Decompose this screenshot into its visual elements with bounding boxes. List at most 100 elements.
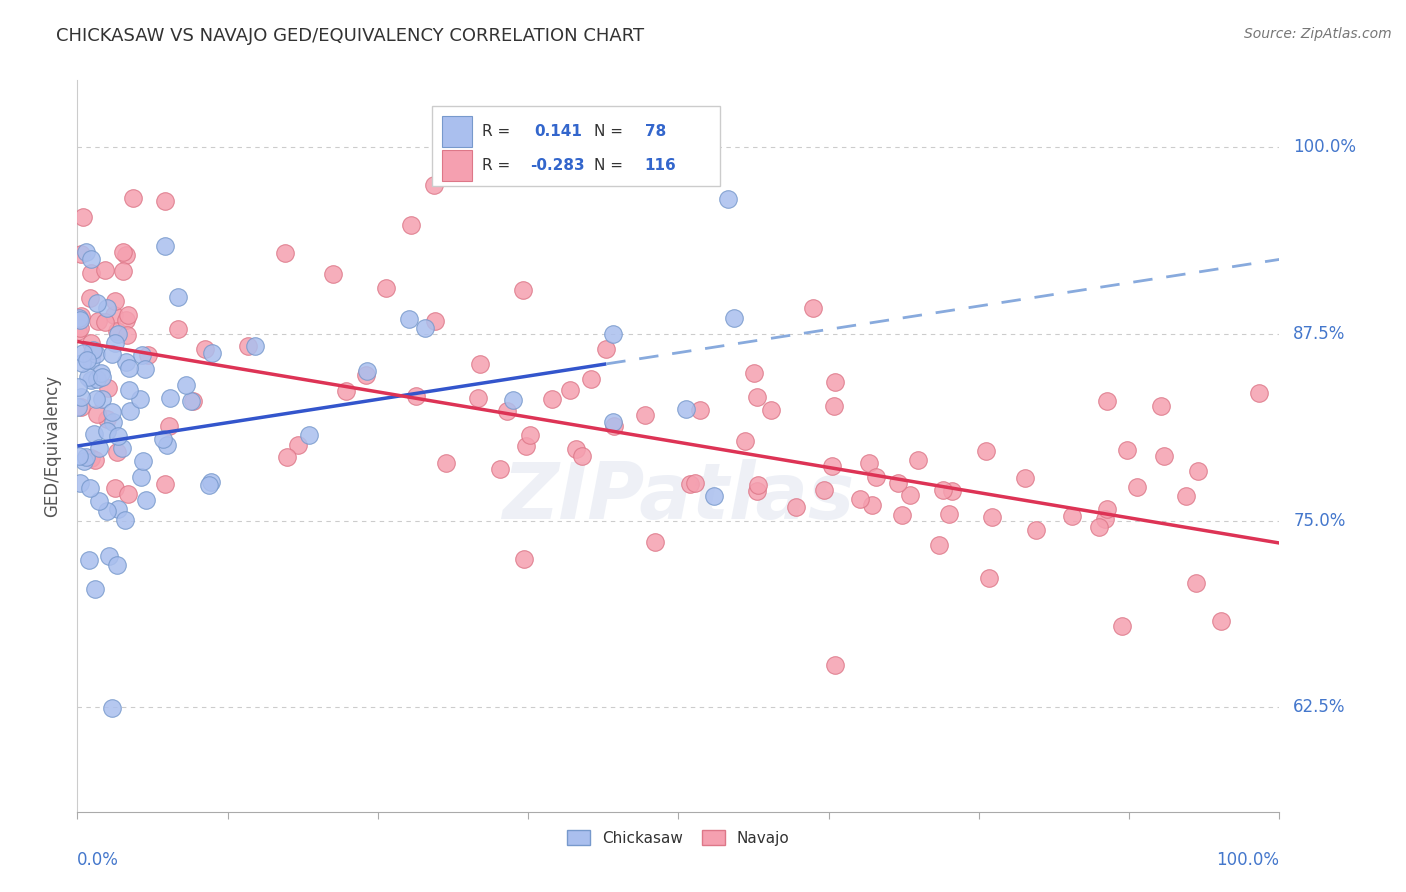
Text: ZIPatlas: ZIPatlas: [502, 459, 855, 535]
Point: [83, 427, 105, 442]
Point: [335, 384, 357, 398]
Point: [80, 373, 103, 387]
Point: [1149, 399, 1171, 413]
Point: [76, 353, 98, 368]
Point: [97, 381, 120, 395]
Point: [803, 301, 825, 316]
Point: [153, 238, 176, 252]
Bar: [441, 151, 471, 181]
Text: R =: R =: [482, 124, 510, 139]
Point: [689, 403, 711, 417]
Point: [101, 701, 124, 715]
Point: [87, 314, 110, 328]
Point: [153, 194, 176, 208]
Point: [513, 552, 536, 566]
Point: [67, 449, 90, 463]
Point: [423, 178, 446, 192]
Point: [117, 308, 139, 322]
Point: [824, 375, 846, 389]
Point: [104, 336, 127, 351]
Point: [200, 475, 222, 489]
Point: [72, 210, 94, 224]
Point: [194, 342, 217, 356]
Point: [156, 438, 179, 452]
Point: [1094, 512, 1116, 526]
Point: [104, 481, 127, 495]
Point: [90, 367, 112, 381]
Point: [322, 267, 344, 281]
Point: [75, 450, 97, 464]
Point: [644, 535, 666, 549]
Point: [86, 347, 108, 361]
Point: [678, 477, 700, 491]
Point: [86, 372, 108, 386]
Point: [98, 549, 121, 564]
Point: [79, 481, 101, 495]
Point: [69, 390, 91, 404]
Point: [502, 393, 524, 408]
Point: [928, 538, 950, 552]
Point: [136, 348, 159, 362]
Text: 116: 116: [645, 159, 676, 173]
Point: [848, 491, 870, 506]
Point: [974, 443, 997, 458]
Point: [515, 439, 537, 453]
Point: [82, 343, 104, 358]
Legend: Chickasaw, Navajo: Chickasaw, Navajo: [561, 824, 796, 852]
Point: [602, 415, 624, 429]
Point: [77, 553, 100, 567]
Point: [105, 558, 128, 572]
Point: [413, 320, 436, 334]
Point: [76, 369, 98, 384]
Point: [107, 327, 129, 342]
Point: [468, 357, 491, 371]
Point: [80, 336, 103, 351]
Point: [67, 311, 90, 326]
Point: [434, 456, 457, 470]
Point: [86, 296, 108, 310]
Point: [117, 487, 139, 501]
Point: [1249, 385, 1271, 400]
Point: [821, 458, 844, 473]
Point: [734, 434, 756, 448]
Point: [860, 499, 883, 513]
Point: [747, 478, 769, 492]
Point: [1211, 614, 1233, 628]
Bar: [441, 116, 471, 147]
Text: N =: N =: [595, 159, 623, 173]
Point: [93, 263, 115, 277]
Point: [101, 405, 124, 419]
Text: 62.5%: 62.5%: [1294, 698, 1346, 716]
Point: [96, 424, 118, 438]
Point: [519, 428, 541, 442]
Point: [87, 494, 110, 508]
Point: [105, 445, 128, 459]
Point: [67, 324, 90, 338]
Point: [865, 470, 887, 484]
Point: [84, 582, 107, 596]
Text: 100.0%: 100.0%: [1216, 851, 1279, 869]
Point: [898, 488, 921, 502]
Text: 0.0%: 0.0%: [77, 851, 120, 869]
Point: [595, 343, 617, 357]
Text: -0.283: -0.283: [530, 159, 585, 173]
Point: [813, 483, 835, 498]
Point: [111, 441, 134, 455]
Point: [96, 411, 118, 425]
Point: [132, 453, 155, 467]
Point: [540, 392, 562, 407]
FancyBboxPatch shape: [432, 106, 720, 186]
Point: [134, 362, 156, 376]
Point: [356, 368, 378, 382]
Point: [703, 489, 725, 503]
Point: [96, 301, 118, 315]
Point: [198, 478, 221, 492]
Point: [201, 346, 224, 360]
Point: [107, 324, 129, 338]
Point: [73, 453, 96, 467]
Point: [69, 321, 91, 335]
Point: [405, 389, 427, 403]
Point: [1097, 393, 1119, 408]
Point: [932, 483, 955, 497]
Point: [399, 218, 422, 232]
